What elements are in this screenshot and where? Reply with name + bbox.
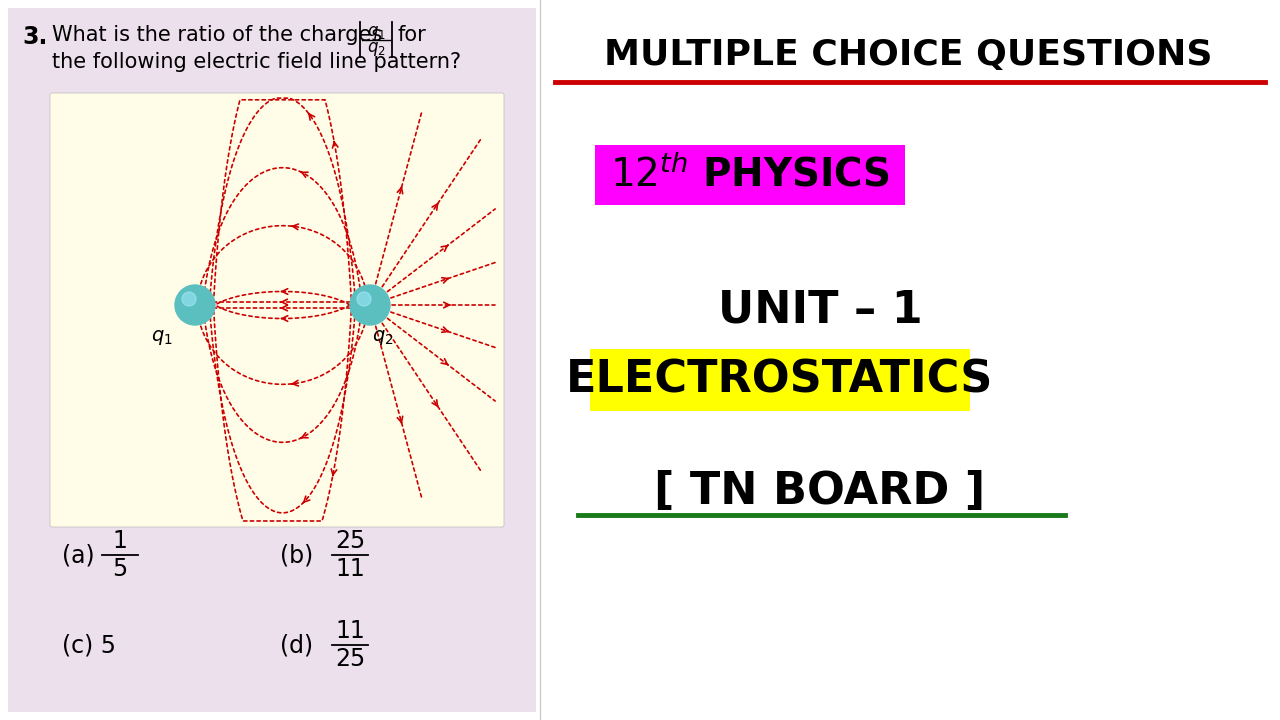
Circle shape	[175, 285, 215, 325]
Circle shape	[182, 292, 196, 306]
Text: $q_1$: $q_1$	[151, 328, 173, 347]
Text: 25: 25	[335, 647, 365, 671]
Text: 11: 11	[335, 619, 365, 643]
Text: $q_2$: $q_2$	[372, 328, 394, 347]
Text: the following electric field line pattern?: the following electric field line patter…	[52, 52, 461, 72]
Text: What is the ratio of the charges: What is the ratio of the charges	[52, 25, 383, 45]
Text: (c) 5: (c) 5	[61, 633, 116, 657]
Text: 11: 11	[335, 557, 365, 581]
Text: for: for	[398, 25, 426, 45]
Text: MULTIPLE CHOICE QUESTIONS: MULTIPLE CHOICE QUESTIONS	[604, 38, 1212, 72]
Text: UNIT – 1: UNIT – 1	[718, 289, 923, 331]
FancyBboxPatch shape	[595, 145, 905, 205]
Text: (a): (a)	[61, 543, 95, 567]
Circle shape	[357, 292, 371, 306]
Text: $q_1$: $q_1$	[366, 24, 385, 42]
Circle shape	[349, 285, 390, 325]
Text: 25: 25	[335, 529, 365, 553]
Text: 5: 5	[113, 557, 128, 581]
FancyBboxPatch shape	[8, 8, 536, 712]
Text: 1: 1	[113, 529, 128, 553]
Text: 3.: 3.	[22, 25, 47, 49]
Text: $12^{th}$ PHYSICS: $12^{th}$ PHYSICS	[611, 155, 890, 195]
Text: $q_2$: $q_2$	[366, 40, 385, 58]
Text: (d): (d)	[280, 633, 314, 657]
Text: ELECTROSTATICS: ELECTROSTATICS	[566, 359, 993, 402]
FancyBboxPatch shape	[590, 349, 970, 411]
Text: [ TN BOARD ]: [ TN BOARD ]	[654, 470, 986, 513]
FancyBboxPatch shape	[50, 93, 504, 527]
Text: (b): (b)	[280, 543, 314, 567]
